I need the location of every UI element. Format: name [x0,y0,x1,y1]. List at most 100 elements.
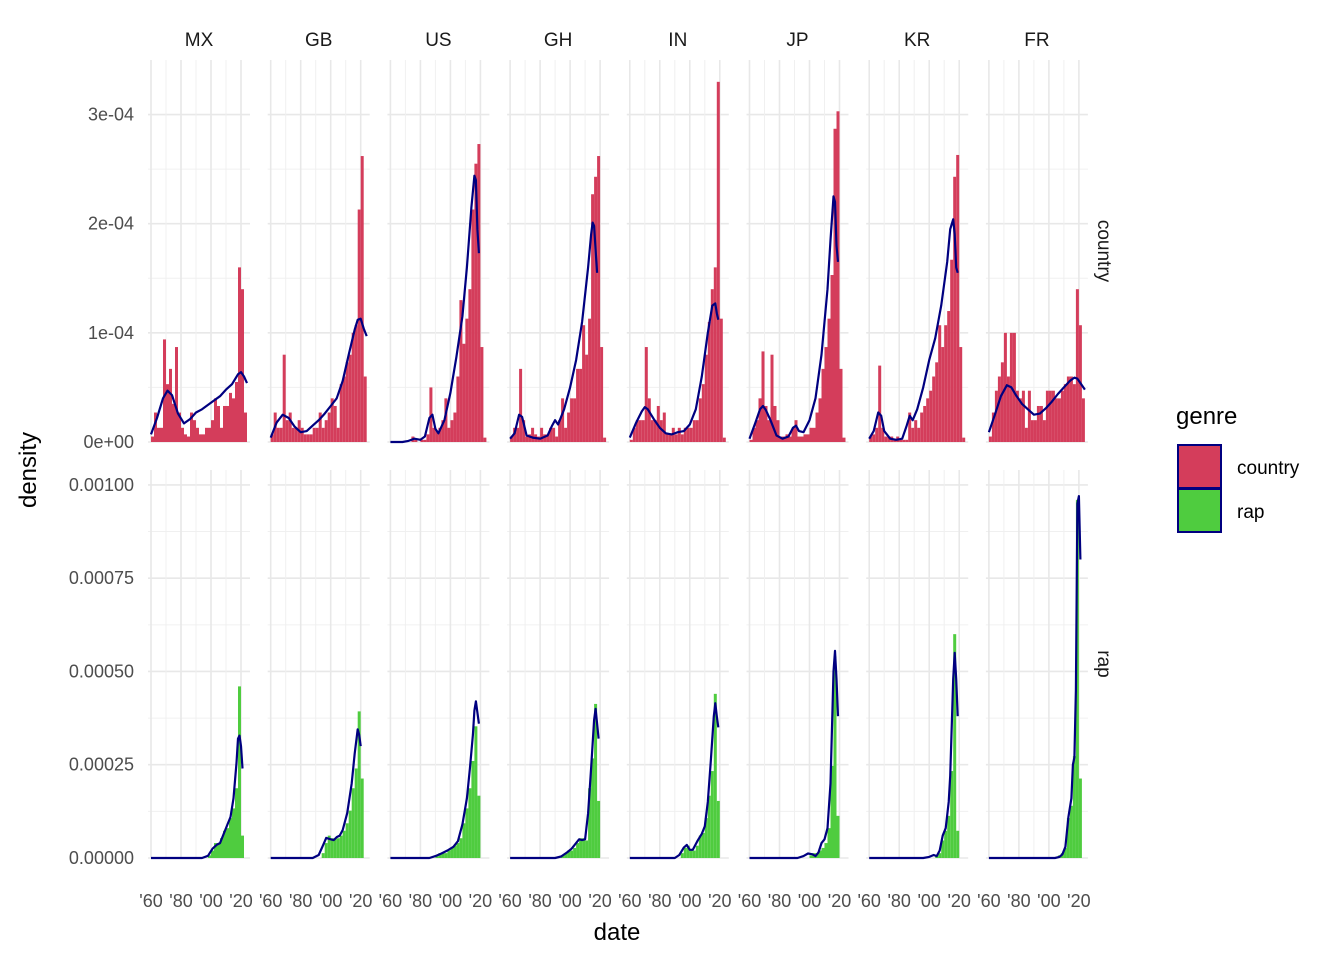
density-layer [149,174,1086,860]
y-tick-label-country-0: 0e+00 [83,432,134,452]
bar-country-mx [157,427,160,442]
y-axis-title: density [15,432,42,508]
bar-country-mx [169,368,172,442]
x-tick-label: '20 [828,891,851,911]
bar-country-mx [241,289,244,442]
bar-rap-gh [594,703,598,858]
bar-rap-us [471,761,475,858]
bar-country-gb [360,156,364,442]
bar-country-gh [600,347,604,442]
bar-country-gh [555,436,559,442]
bar-country-mx [193,420,196,442]
bar-country-gh [516,427,520,442]
legend-title: genre [1176,403,1237,430]
bar-country-gh [558,420,562,442]
bar-country-gb [294,427,298,442]
bar-country-us [480,347,484,442]
bar-country-fr [1057,398,1061,442]
density-line-rap-in [629,702,720,860]
bar-country-gb [339,384,343,442]
bar-country-us [444,398,448,442]
bar-country-us [435,431,439,442]
x-tick-label: '20 [708,891,731,911]
y-tick-label-rap-3: 0.00075 [69,568,134,588]
bar-country-fr [1051,390,1055,442]
bar-country-jp [764,405,768,442]
bar-rap-gh [567,850,571,858]
x-tick-label: '20 [229,891,252,911]
bar-country-mx [214,398,217,442]
bar-country-mx [226,405,229,442]
bar-country-kr [917,427,921,442]
bar-country-gb [363,376,367,442]
bar-country-jp [749,439,753,442]
bar-country-mx [199,434,202,442]
x-tick-label: '00 [199,891,222,911]
bar-country-jp [761,351,765,442]
bar-country-gh [594,176,598,443]
density-line-rap-gb [270,728,362,860]
bar-country-kr [950,259,954,442]
bar-country-mx [178,412,181,442]
legend-swatch-rap [1177,488,1222,533]
bar-rap-mx [220,838,223,858]
bar-country-us [438,427,442,442]
bar-country-us [420,439,424,442]
bar-rap-kr [953,634,957,858]
bar-country-fr [1024,427,1028,442]
bar-country-in [668,434,672,442]
facet-strip-label-gh: GH [544,30,573,51]
bar-country-in [683,427,687,442]
bar-country-gh [552,427,556,442]
bar-rap-in [704,818,708,858]
bar-country-mx [220,427,223,442]
bar-country-kr [962,437,966,442]
bar-rap-mx [238,686,241,858]
bar-country-kr [941,347,945,442]
bar-country-in [632,427,636,442]
bar-country-jp [800,436,804,442]
bar-country-gb [345,362,349,442]
x-tick-label: '80 [528,891,551,911]
bar-rap-kr [944,830,948,858]
x-tick-label: '80 [648,891,671,911]
bar-country-mx [211,420,214,442]
bar-country-in [650,420,654,442]
bar-rap-fr [1075,499,1079,858]
bar-rap-us [474,726,478,858]
bar-country-kr [908,412,912,442]
y-tick-label-rap-2: 0.00050 [69,661,134,681]
bar-rap-jp [836,815,840,858]
bar-country-us [465,318,469,442]
bar-country-mx [202,434,205,442]
bar-rap-gh [579,838,583,858]
bar-country-jp [773,405,777,442]
x-tick-label: '20 [947,891,970,911]
bar-rap-gb [339,835,343,858]
bar-rap-in [701,833,705,858]
bar-rap-gh [582,838,586,858]
bar-country-us [414,439,418,442]
bar-country-kr [878,365,882,442]
bar-country-in [707,321,711,442]
bar-country-fr [1060,390,1064,442]
bar-country-in [701,384,705,442]
bar-rap-gb [330,838,334,858]
bar-country-gb [300,427,304,442]
bar-country-fr [1075,289,1079,442]
density-line-rap-kr [869,651,959,860]
bar-rap-mx [229,818,232,858]
bar-country-fr [1054,398,1058,442]
bar-country-gh [522,420,526,442]
facet-strip-label-mx: MX [185,30,214,51]
bar-country-in [719,318,723,442]
bar-country-kr [944,325,948,442]
grid-layer [148,60,1088,859]
bar-country-gb [285,420,289,442]
bar-country-gh [564,427,568,442]
bar-rap-mx [241,835,244,858]
bar-rap-us [465,808,469,858]
bar-country-gh [519,368,523,442]
labels-layer: 0e+00 1e-04 2e-04 3e-04 country MX GB US GH IN JP K… [69,30,1114,911]
bar-country-kr [869,436,873,442]
